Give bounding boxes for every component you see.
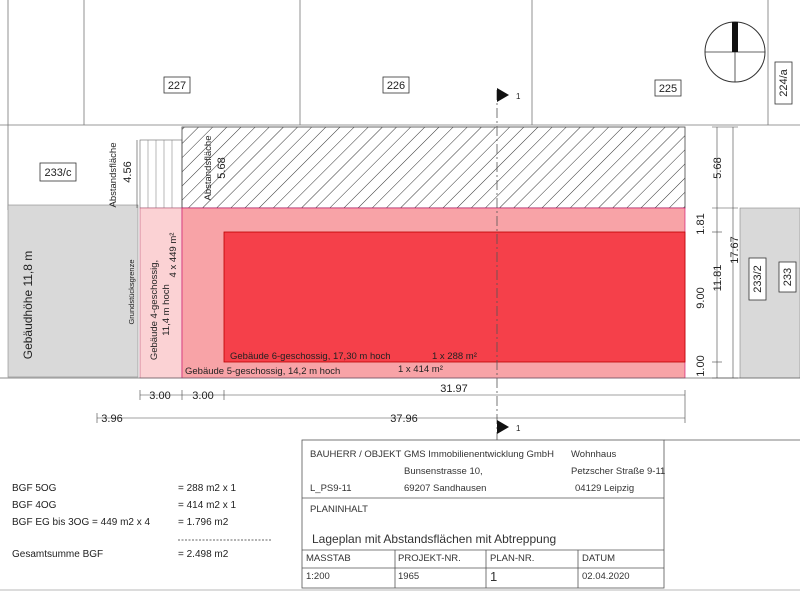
bgf-row-5og-label: BGF 5OG [12,483,57,494]
parcel-label-boxes [39,61,797,301]
dim-1-81: 1.81 [695,213,707,234]
parcel-227: 227 [168,80,186,92]
dim-3-00-a: 3.00 [149,390,170,402]
tb-plan-nr-label: PLAN-NR. [490,553,535,564]
dim-1-00: 1.00 [695,355,707,376]
building-6-storey-core [223,231,686,363]
building-4-line2: 11,4 m hoch [161,284,172,336]
abstandsflaeche-hatched [181,126,686,209]
dim-11-81: 11.81 [712,265,724,292]
building-4-line1: Gebäude 4-geschossig, [149,260,160,360]
tb-object-name: Wohnhaus [571,449,617,460]
parcel-224a: 224/a [778,68,790,96]
tb-plan-title: Lageplan mit Abstandsflächen mit Abtrepp… [312,532,557,546]
building-5-label: Gebäude 5-geschossig, 14,2 m hoch [185,366,340,377]
dim-17-67: 17.67 [729,236,741,264]
parcel-233: 233 [782,268,794,286]
building-6-area: 1 x 288 m² [432,351,477,362]
section-marker-bottom: 1 [516,424,521,433]
tb-datum-value: 02.04.2020 [582,571,630,582]
dim-31-97: 31.97 [440,383,468,395]
tb-project-code: L_PS9-11 [310,483,352,494]
tb-projekt-label: PROJEKT-NR. [398,553,461,564]
tb-object-street: Petzscher Straße 9-11 [571,466,666,477]
tb-client-street: Bunsenstrasse 10, [404,466,483,477]
tb-masstab-label: MASSTAB [306,553,351,564]
dim-5-68-right: 5.68 [712,157,724,178]
tb-planinhalt-label: PLANINHALT [310,504,368,515]
tb-datum-label: DATUM [582,553,616,564]
abstandsflaeche-left-label: Abstandsfläche [108,143,119,208]
bgf-row-4og-value: = 414 m2 x 1 [178,500,237,511]
tb-client-city: 69207 Sandhausen [404,483,487,494]
tb-object-city: 04129 Leipzig [575,483,635,494]
tb-masstab-value: 1:200 [306,571,330,582]
bgf-row-5og-value: = 288 m2 x 1 [178,483,237,494]
abstandsflaeche-hatch-label: Abstandsfläche [203,136,214,201]
building-6-label: Gebäude 6-geschossig, 17,30 m hoch [230,351,391,362]
building-4-area: 4 x 449 m² [168,233,179,278]
parcel-226: 226 [387,80,405,92]
dim-3-00-b: 3.00 [192,390,213,402]
parcel-233c: 233/c [45,167,72,179]
dim-4-56: 4.56 [122,161,134,182]
bgf-row-eg-value: = 1.796 m2 [178,517,229,528]
tb-client-name: GMS Immobilienentwicklung GmbH [404,449,554,460]
section-arrow-bottom [497,420,509,434]
north-arrow [704,21,766,83]
bgf-total-value: = 2.498 m2 [178,549,229,560]
tb-plan-nr-value: 1 [490,569,498,584]
bgf-row-eg-label: BGF EG bis 3OG = 449 m2 x 4 [12,517,151,528]
right-dimension-lines [712,126,738,379]
bgf-row-4og-label: BGF 4OG [12,500,57,511]
tb-bauherr-label: BAUHERR / OBJEKT [310,449,402,460]
grundstuecksgrenze-label: Grundstücksgrenze [127,259,136,324]
parcel-boundaries [0,0,800,210]
building-height-label: Gebäudhöhe 11,8 m [21,251,35,360]
parcel-225: 225 [659,83,677,95]
title-block-frame [301,439,665,589]
tb-projekt-value: 1965 [398,571,420,582]
section-arrow-top [497,88,509,102]
abstandsflaeche-left-strip [139,139,183,209]
dim-9-00: 9.00 [695,287,707,308]
dim-5-68-hatch: 5.68 [216,157,228,178]
bgf-total-label: Gesamtsumme BGF [12,549,104,560]
dim-3-96: 3.96 [101,413,122,425]
neighbor-building-left [7,204,139,378]
neighbor-building-right [739,207,800,379]
building-5-area: 1 x 414 m² [398,364,443,375]
dim-37-96: 37.96 [390,413,418,425]
section-marker-top: 1 [516,92,521,101]
parcel-233-2: 233/2 [752,265,764,293]
bottom-dimension-lines [96,390,686,423]
